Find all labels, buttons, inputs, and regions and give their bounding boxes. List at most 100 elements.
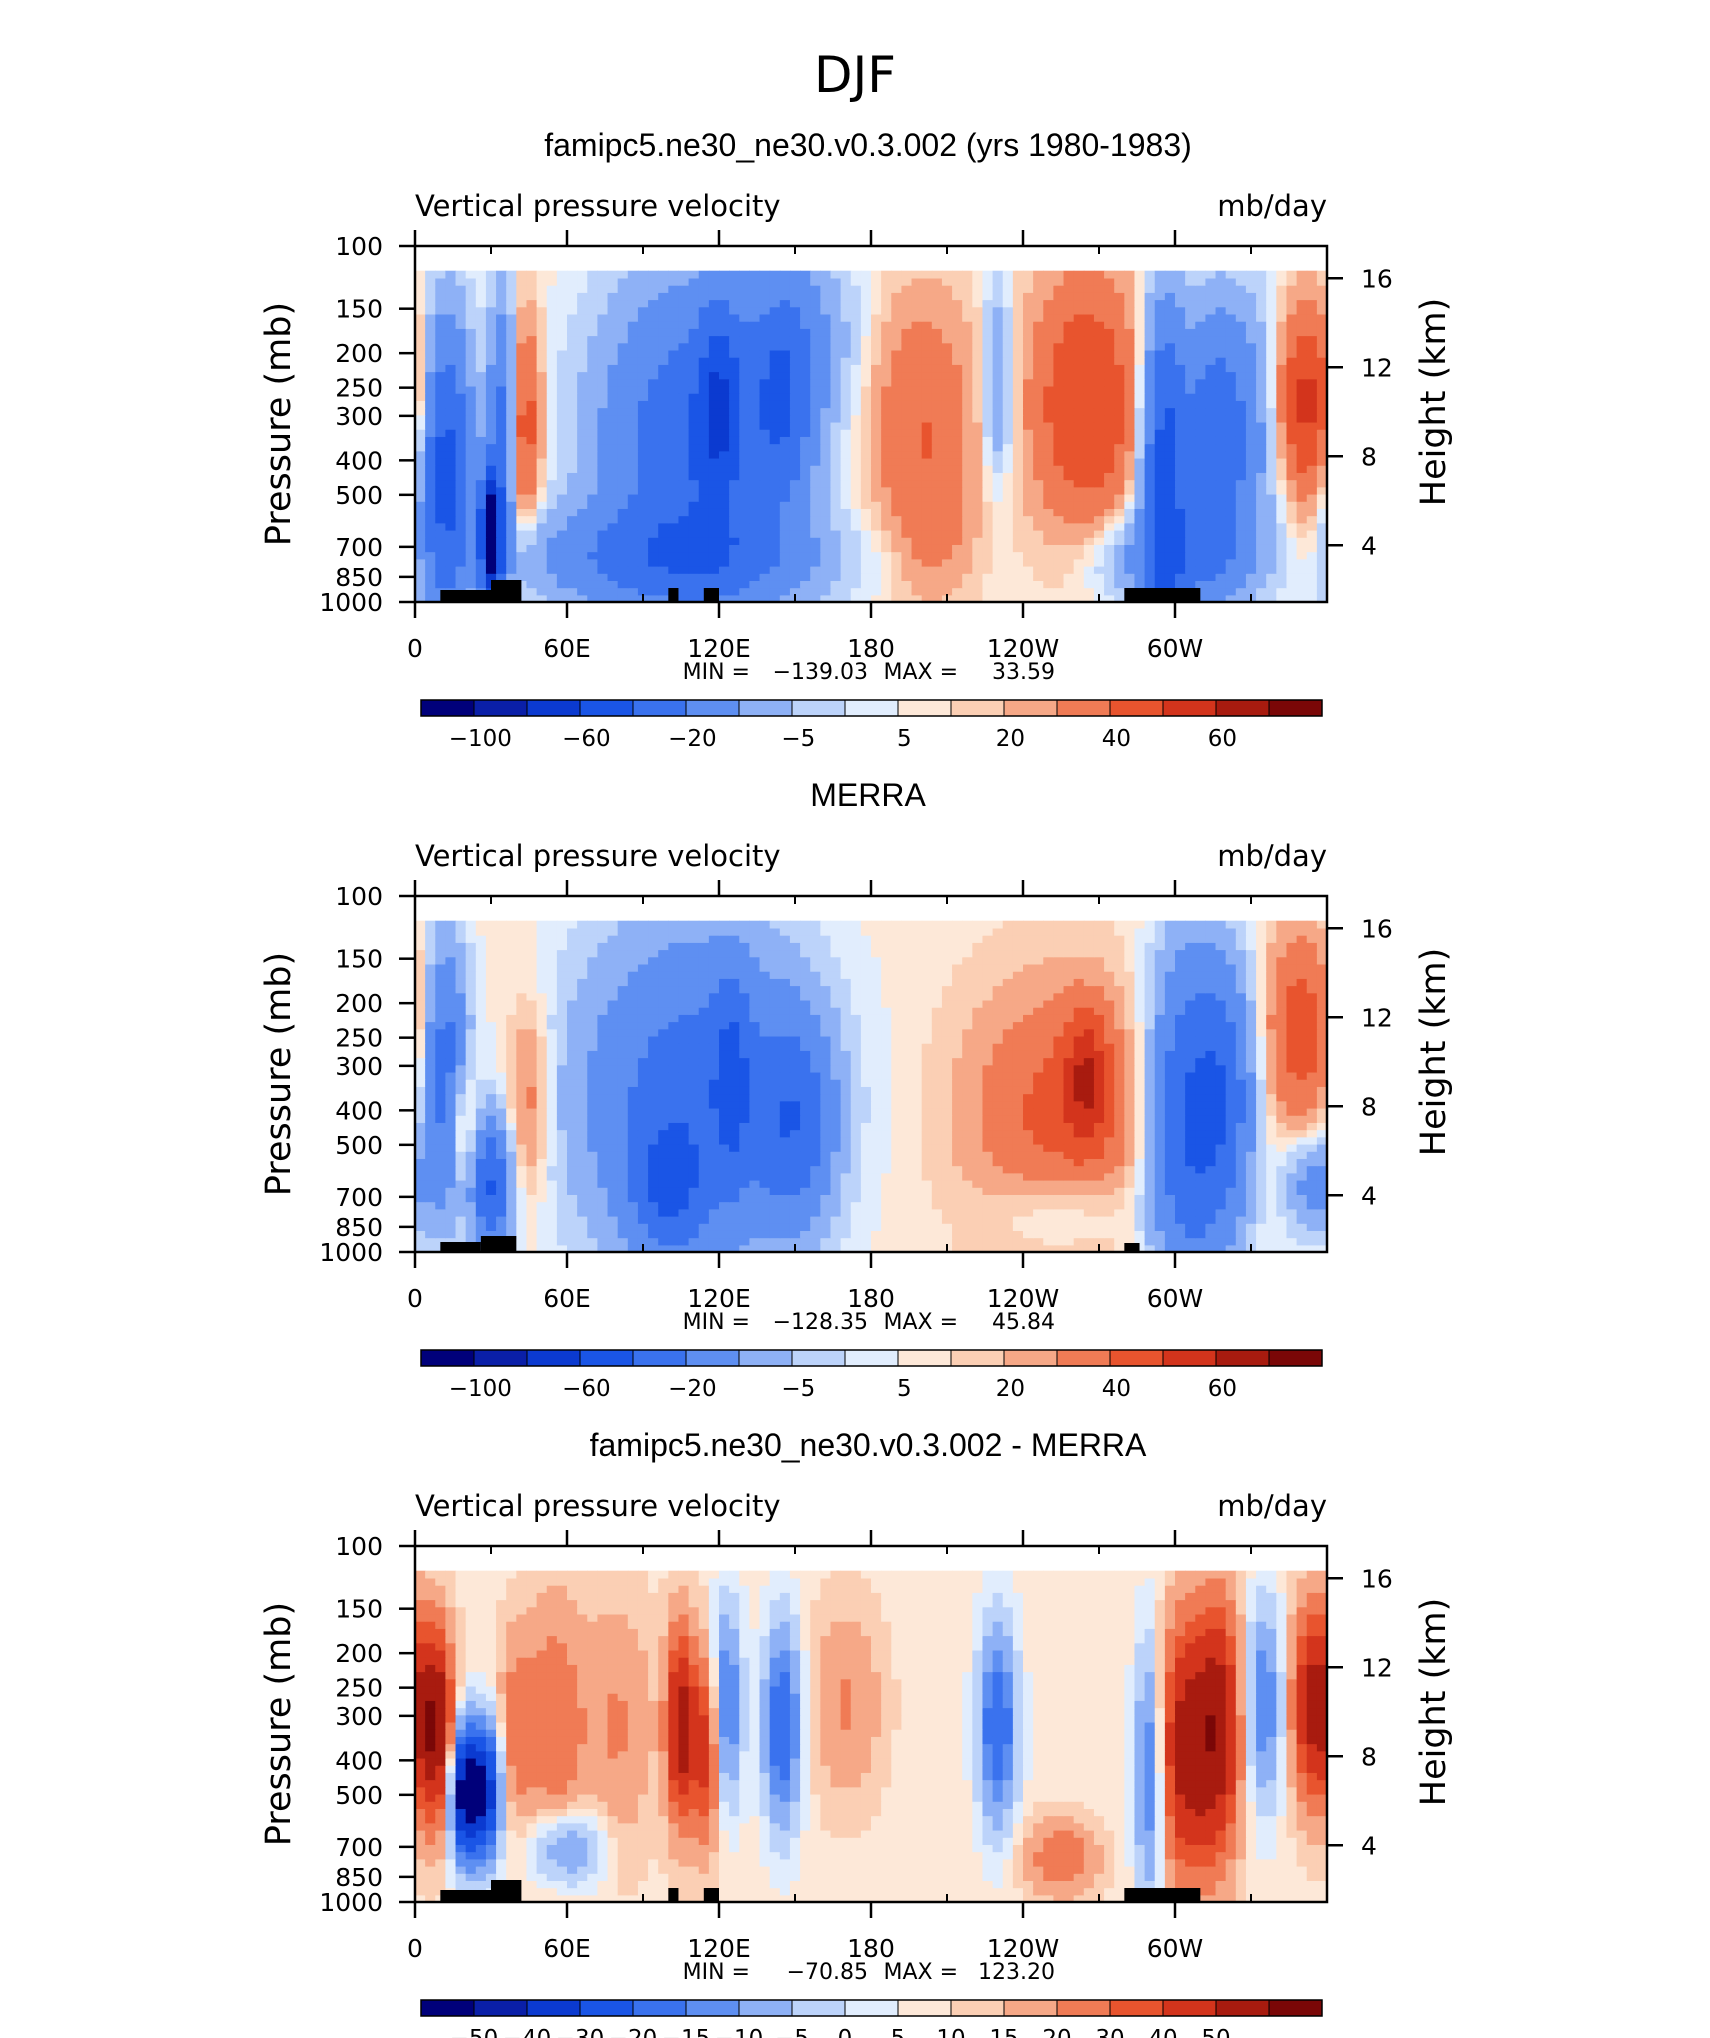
colorbar-label: −60 (562, 726, 611, 752)
heatmap-cell (1225, 1244, 1237, 1253)
heatmap-cell (708, 465, 720, 473)
heatmap-cell (830, 479, 842, 488)
heatmap-cell (496, 364, 507, 373)
heatmap-cell (769, 371, 781, 380)
heatmap-cell (1256, 580, 1267, 589)
heatmap-cell (627, 364, 639, 373)
heatmap-cell (1175, 364, 1186, 373)
heatmap-cell (830, 1194, 842, 1203)
heatmap-cell (1124, 321, 1136, 329)
heatmap-cell (972, 594, 984, 603)
heatmap-cell (931, 587, 943, 596)
heatmap-cell (719, 1215, 730, 1224)
heatmap-cell (698, 472, 710, 481)
heatmap-cell (1114, 436, 1125, 445)
heatmap-cell (1225, 270, 1237, 279)
heatmap-cell (911, 1223, 923, 1231)
heatmap-cell (972, 573, 984, 581)
heatmap-cell (891, 277, 902, 286)
heatmap-cell (637, 321, 649, 329)
heatmap-cell (1205, 594, 1217, 603)
heatmap-cell (1185, 270, 1196, 279)
heatmap-cell (759, 306, 771, 315)
heatmap-cell (1104, 594, 1115, 603)
heatmap-cell (1215, 299, 1227, 308)
heatmap-cell (708, 1237, 720, 1246)
heatmap-cell (850, 371, 862, 380)
heatmap-cell (860, 587, 872, 596)
heatmap-cell (546, 292, 558, 301)
heatmap-cell (1124, 450, 1136, 459)
heatmap-cell (1316, 414, 1328, 423)
heatmap-cell (972, 457, 984, 466)
heatmap-cell (1276, 486, 1288, 495)
heatmap-cell (587, 299, 598, 308)
heatmap-cell (931, 465, 943, 473)
heatmap-cell (1215, 515, 1227, 524)
heatmap-cell (627, 457, 639, 466)
heatmap-cell (1083, 551, 1095, 560)
heatmap-cell (587, 349, 598, 358)
heatmap-cell (577, 393, 588, 401)
heatmap-cell (1144, 385, 1156, 394)
heatmap-cell (1033, 558, 1044, 567)
heatmap-cell (860, 436, 872, 445)
heatmap-cell (789, 364, 801, 373)
heatmap-cell (881, 443, 892, 452)
heatmap-cell (840, 508, 852, 517)
heatmap-cell (1144, 1201, 1156, 1210)
heatmap-cell (921, 393, 933, 401)
heatmap-cell (678, 407, 690, 416)
heatmap-cell (840, 537, 852, 545)
heatmap-cell (617, 400, 629, 409)
heatmap-cell (708, 313, 720, 322)
heatmap-cell (729, 349, 740, 358)
heatmap-cell (992, 385, 1004, 394)
heatmap-cell (1114, 1215, 1125, 1224)
heatmap-cell (1205, 285, 1217, 293)
heatmap-cell (962, 335, 973, 344)
heatmap-cell (1175, 573, 1186, 581)
heatmap-cell (1073, 357, 1085, 365)
heatmap-cell (1023, 436, 1034, 445)
heatmap-cell (820, 299, 832, 308)
heatmap-cell (668, 501, 680, 509)
heatmap-cell (789, 1230, 801, 1239)
colorbar-box (1056, 699, 1111, 717)
heatmap-cell (465, 450, 477, 459)
heatmap-cell (465, 537, 477, 545)
heatmap-cell (1083, 371, 1095, 380)
heatmap-cell (1002, 558, 1014, 567)
heatmap-cell (678, 357, 690, 365)
min-label: MIN = (683, 660, 750, 685)
heatmap-cell (658, 522, 669, 531)
heatmap-cell (931, 378, 943, 387)
heatmap-cell (567, 342, 578, 351)
heatmap-cell (415, 364, 426, 373)
heatmap-cell (719, 537, 730, 545)
heatmap-cell (1023, 515, 1034, 524)
heatmap-cell (536, 349, 548, 358)
heatmap-cell (1286, 321, 1298, 329)
heatmap-cell (526, 306, 538, 315)
heatmap-cell (475, 421, 487, 430)
heatmap-cell (445, 306, 457, 315)
heatmap-cell (1225, 285, 1237, 293)
heatmap-cell (1104, 335, 1115, 344)
heatmap-cell (455, 436, 467, 445)
heatmap-cell (1225, 299, 1237, 308)
heatmap-cell (931, 1201, 943, 1210)
heatmap-cell (1124, 472, 1136, 481)
heatmap-cell (698, 299, 710, 308)
heatmap-cell (445, 1230, 457, 1239)
heatmap-cell (850, 357, 862, 365)
heatmap-cell (982, 1223, 994, 1231)
panel-right-label: mb/day (1217, 189, 1327, 223)
heatmap-cell (546, 270, 558, 279)
heatmap-cell (962, 443, 973, 452)
heatmap-cell (830, 328, 842, 337)
heatmap-cell (425, 587, 436, 596)
heatmap-cell (800, 277, 811, 286)
heatmap-cell (901, 515, 913, 524)
heatmap-cell (1104, 1230, 1115, 1239)
